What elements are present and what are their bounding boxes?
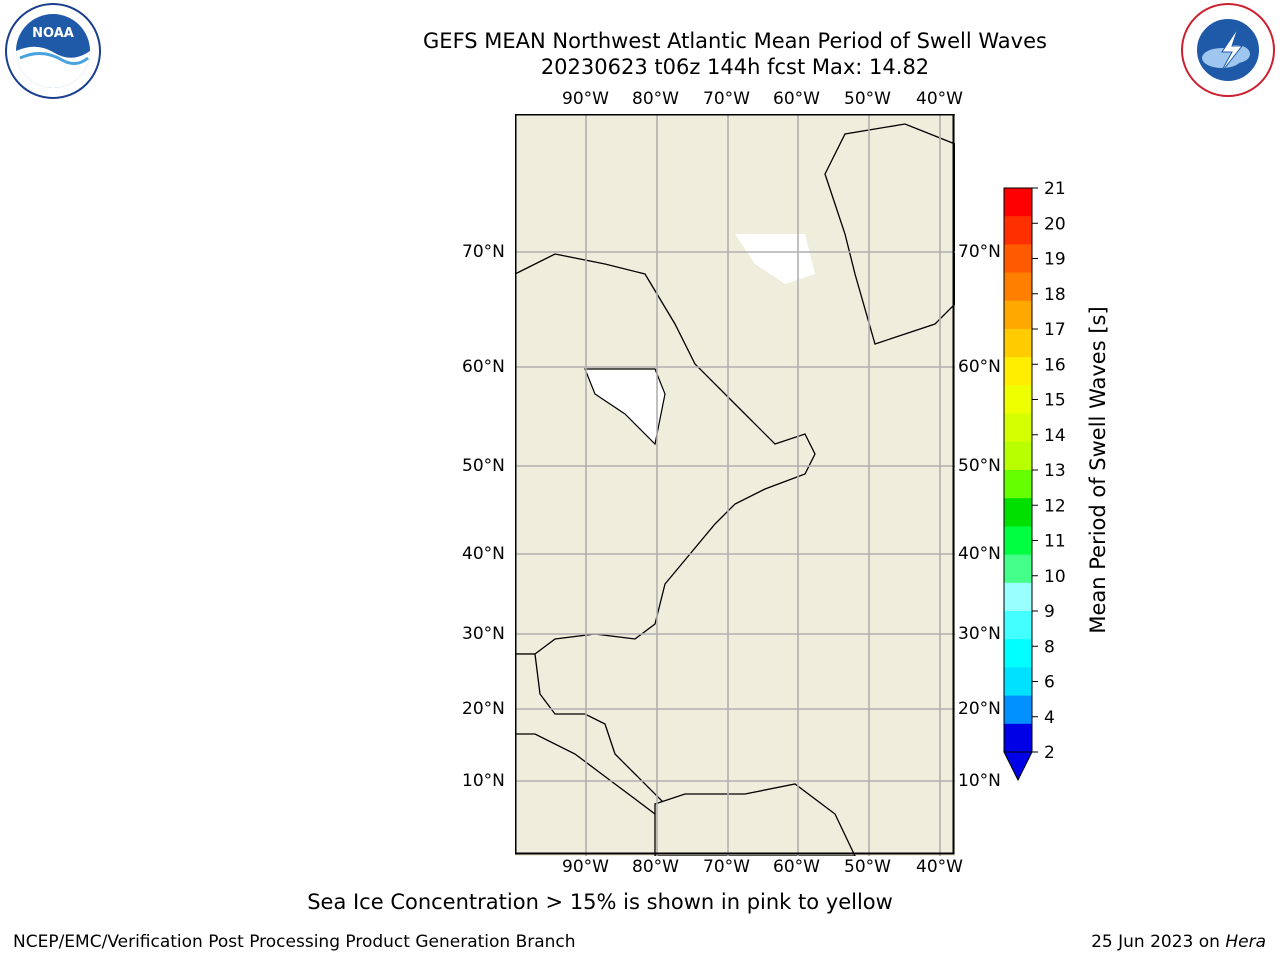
colorbar-tick-label-7: 14 <box>1044 426 1066 446</box>
land-central-america <box>515 653 666 815</box>
lon-label-bottom-40w: 40°W <box>916 857 963 877</box>
footer-left: NCEP/EMC/Verification Post Processing Pr… <box>13 932 576 952</box>
colorbar-cell-0 <box>1004 188 1032 217</box>
colorbar-label: Mean Period of Swell Waves [s] <box>1086 306 1110 634</box>
colorbar-cell-19 <box>1004 723 1032 753</box>
colorbar-tick-label-4: 17 <box>1044 320 1066 340</box>
baffin-interior <box>735 234 815 284</box>
colorbar-tick-label-0: 21 <box>1044 180 1066 199</box>
lat-label-right-20n: 20°N <box>958 699 1001 719</box>
colorbar-tick-label-12: 9 <box>1044 602 1055 622</box>
colorbar-tick-label-14: 6 <box>1044 673 1055 693</box>
chart-title: GEFS MEAN Northwest Atlantic Mean Period… <box>423 29 1047 53</box>
colorbar-tick-label-16: 2 <box>1044 743 1055 763</box>
lat-label-right-30n: 30°N <box>958 624 1001 644</box>
colorbar-tick-label-9: 12 <box>1044 496 1066 516</box>
colorbar-tick-label-1: 20 <box>1044 214 1066 234</box>
colorbar-tick-label-6: 15 <box>1044 391 1066 411</box>
colorbar-cell-12 <box>1004 526 1032 556</box>
lon-label-bottom-60w: 60°W <box>773 857 820 877</box>
colorbar-tick-label-11: 10 <box>1044 567 1066 587</box>
lon-label-top-50w: 50°W <box>844 89 891 109</box>
lon-label-bottom-50w: 50°W <box>844 857 891 877</box>
colorbar-cell-13 <box>1004 554 1032 584</box>
lat-label-right-40n: 40°N <box>958 544 1001 564</box>
hudson-bay-interior <box>584 368 666 446</box>
land-greenland <box>824 123 955 345</box>
colorbar-cell-5 <box>1004 329 1032 358</box>
colorbar-extension <box>1003 751 1033 782</box>
colorbar-cell-3 <box>1004 272 1032 302</box>
lat-label-left-40n: 40°N <box>462 544 505 564</box>
lat-label-right-70n: 70°N <box>958 242 1001 262</box>
land-areas <box>515 114 955 856</box>
lon-label-bottom-70w: 70°W <box>703 857 750 877</box>
lat-label-right-60n: 60°N <box>958 357 1001 377</box>
lat-label-right-50n: 50°N <box>958 456 1001 476</box>
colorbar-tick-label-3: 18 <box>1044 285 1066 305</box>
lat-label-left-10n: 10°N <box>462 771 505 791</box>
colorbar-tick-label-2: 19 <box>1044 250 1066 270</box>
lon-label-top-60w: 60°W <box>773 89 820 109</box>
lon-label-top-70w: 70°W <box>703 89 750 109</box>
colorbar-tick-label-5: 16 <box>1044 355 1066 375</box>
colorbar-cell-18 <box>1004 695 1032 725</box>
grid-lines <box>515 114 955 856</box>
sea-ice-note: Sea Ice Concentration > 15% is shown in … <box>307 890 893 914</box>
colorbar-ticks: 21 20 19 18 17 16 15 14 13 12 11 10 9 8 6 4 2 <box>1032 180 1066 763</box>
colorbar-tick-label-13: 8 <box>1044 637 1055 657</box>
colorbar-cell-2 <box>1004 244 1032 274</box>
colorbar-cell-14 <box>1004 582 1032 612</box>
map-panel <box>515 114 955 856</box>
colorbar-cell-1 <box>1004 216 1032 245</box>
lon-label-top-40w: 40°W <box>916 89 963 109</box>
colorbar-cell-6 <box>1004 357 1032 386</box>
lat-label-left-70n: 70°N <box>462 242 505 262</box>
lat-label-left-20n: 20°N <box>462 699 505 719</box>
colorbar-cell-15 <box>1004 611 1032 640</box>
colorbar-cell-7 <box>1004 385 1032 415</box>
colorbar-cells <box>1003 187 1033 782</box>
chart-subtitle: 20230623 t06z 144h fcst Max: 14.82 <box>540 55 930 79</box>
footer-date: 25 Jun 2023 on <box>1091 932 1226 952</box>
lat-label-left-50n: 50°N <box>462 456 505 476</box>
noaa-logo: NOAA <box>5 3 101 99</box>
footer-right: 25 Jun 2023 on Hera <box>1091 932 1266 952</box>
colorbar-cell-9 <box>1004 441 1032 471</box>
colorbar-tick-label-15: 4 <box>1044 708 1055 728</box>
noaa-logo-text: NOAA <box>32 26 74 41</box>
colorbar-cell-11 <box>1004 498 1032 527</box>
colorbar-cell-8 <box>1004 413 1032 443</box>
colorbar-cell-10 <box>1004 470 1032 499</box>
lat-label-right-10n: 10°N <box>958 771 1001 791</box>
lon-label-bottom-90w: 90°W <box>562 857 609 877</box>
colorbar-cell-17 <box>1004 667 1032 697</box>
lat-label-left-60n: 60°N <box>462 357 505 377</box>
lat-label-left-30n: 30°N <box>462 624 505 644</box>
lon-label-top-90w: 90°W <box>562 89 609 109</box>
colorbar: 21 20 19 18 17 16 15 14 13 12 11 10 9 8 6 4 2 <box>1003 180 1066 782</box>
lon-label-top-80w: 80°W <box>632 89 679 109</box>
map-frame <box>515 114 955 855</box>
lon-label-bottom-80w: 80°W <box>632 857 679 877</box>
land-south-america <box>654 783 856 856</box>
colorbar-tick-label-10: 11 <box>1044 532 1066 552</box>
colorbar-cell-16 <box>1004 639 1032 668</box>
nws-logo <box>1181 3 1275 97</box>
colorbar-tick-label-8: 13 <box>1044 461 1066 481</box>
colorbar-cell-4 <box>1004 300 1032 330</box>
footer-host: Hera <box>1225 932 1266 952</box>
